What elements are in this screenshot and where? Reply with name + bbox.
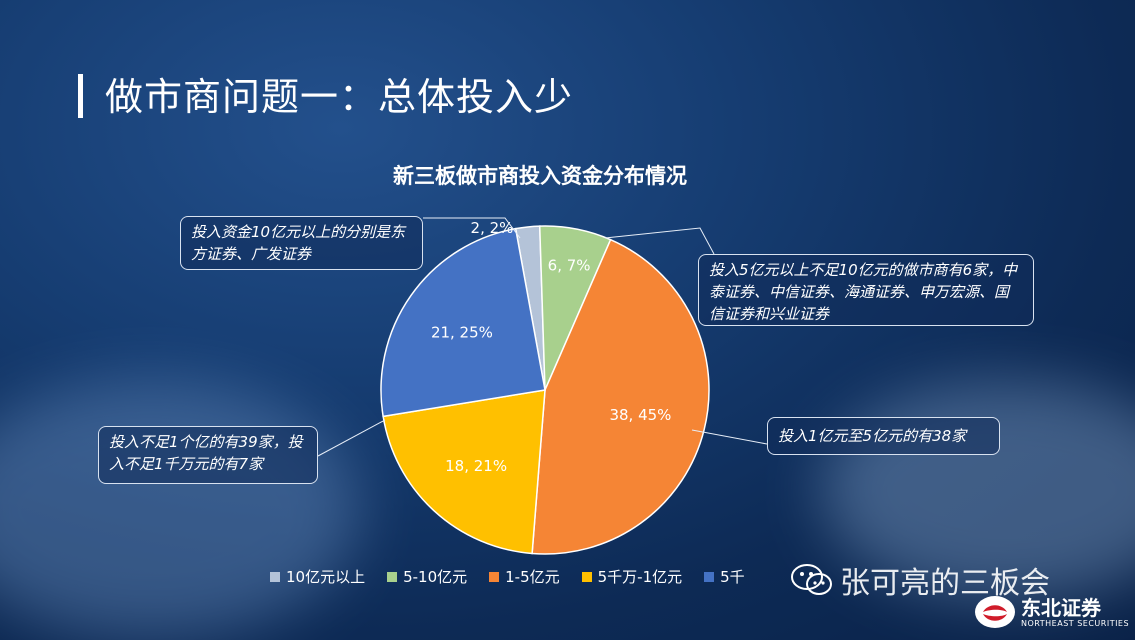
pie-slice [380,227,546,418]
company-logo: 东北证券 NORTHEAST SECURITIES [975,596,1129,628]
slide-title: 做市商问题一：总体投入少 [105,75,574,119]
legend-item: 10亿元以上 [270,566,365,587]
legend-swatch [270,571,280,582]
legend-item: 5千万-1亿元 [581,566,683,587]
pie-slice [531,238,710,555]
chart-legend: 10亿元以上 5-10亿元 1-5亿元 5千万-1亿元 5千 [270,566,745,587]
legend-swatch [387,571,398,582]
leader-line [691,429,768,445]
pie-slice [382,389,546,555]
background-cloud [820,380,1135,600]
callout-10yi: 投入资金10亿元以上的分别是东方证券、广发证券 [180,216,423,270]
legend-swatch [704,571,715,582]
wechat-icon [791,564,832,595]
legend-label: 5千 [720,568,745,586]
leader-line [604,227,715,255]
data-label: 6, 7% [548,256,591,274]
watermark-text: 张可亮的三板会 [840,566,1050,601]
title-accent-bar [78,74,83,118]
data-label: 2, 2% [471,219,514,237]
legend-swatch [581,571,592,582]
callout-5-10yi: 投入5亿元以上不足10亿元的做市商有6家，中泰证券、中信证券、海通证券、申万宏源… [698,254,1034,326]
legend-label: 10亿元以上 [286,568,366,586]
legend-label: 5千万-1亿元 [597,568,683,586]
background-cloud [0,380,360,640]
data-label: 21, 25% [431,323,493,341]
leader-line [317,419,386,457]
callout-under-1yi: 投入不足1个亿的有39家，投入不足1千万元的有7家 [98,426,318,484]
data-label: 38, 45% [609,406,671,424]
legend-swatch [489,571,500,582]
chart-title: 新三板做市商投入资金分布情况 [393,164,687,188]
legend-label: 1-5亿元 [505,568,560,586]
callout-1-5yi: 投入1亿元至5亿元的有38家 [767,417,1000,455]
legend-item: 5-10亿元 [387,566,467,587]
legend-item: 1-5亿元 [489,566,560,587]
legend-item: 5千 [704,566,745,587]
logo-cn-text: 东北证券 [1021,595,1101,620]
data-label: 18, 21% [445,457,507,475]
leader-line [423,217,521,239]
logo-en-text: NORTHEAST SECURITIES [1021,618,1130,628]
legend-label: 5-10亿元 [403,568,468,586]
logo-mark-icon [975,596,1015,628]
watermark: 张可亮的三板会 [790,558,1050,602]
